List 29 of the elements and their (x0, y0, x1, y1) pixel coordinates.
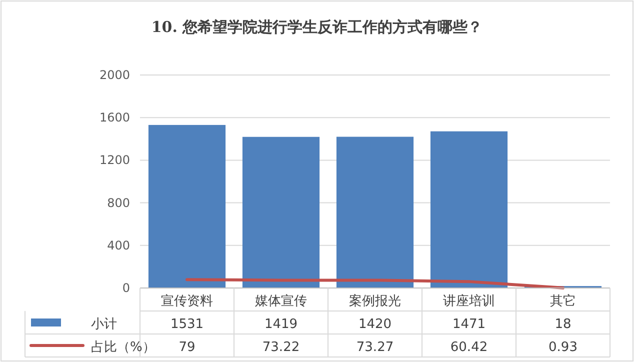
data-label: 73.27 (356, 340, 394, 355)
y-tick-label: 2000 (99, 68, 130, 82)
data-label: 1420 (358, 317, 392, 332)
bar (148, 124, 226, 288)
y-tick-label: 1200 (99, 153, 130, 168)
data-label: 60.42 (450, 340, 488, 355)
data-label: 18 (554, 317, 572, 332)
x-tick-label: 案例报光 (349, 293, 401, 309)
data-label: 73.22 (262, 340, 300, 355)
bar (242, 136, 320, 288)
x-tick-label: 讲座培训 (443, 293, 495, 309)
y-tick-label: 0 (122, 281, 130, 295)
data-label: 1531 (170, 317, 204, 332)
legend-label: 小计 (91, 317, 117, 332)
x-tick-label: 媒体宣传 (255, 293, 307, 309)
x-tick-label: 其它 (550, 293, 576, 309)
y-tick-label: 800 (107, 196, 130, 210)
bar (336, 136, 414, 288)
data-label: 0.93 (548, 340, 578, 355)
legend-label: 占比（%） (91, 340, 156, 355)
data-label: 79 (178, 340, 196, 355)
data-label: 1419 (264, 317, 298, 332)
chart-title: 10. 您希望学院进行学生反诈工作的方式有哪些？ (151, 18, 483, 36)
y-tick-label: 400 (107, 238, 130, 252)
data-label: 1471 (452, 317, 486, 332)
x-tick-label: 宣传资料 (161, 293, 213, 309)
y-tick-label: 1600 (99, 110, 130, 125)
bar (430, 131, 508, 288)
line-series (186, 278, 564, 290)
